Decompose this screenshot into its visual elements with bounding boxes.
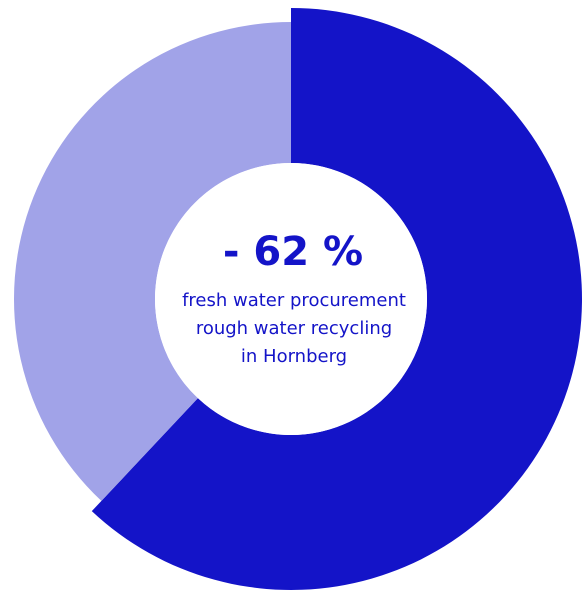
center-line: in Hornberg	[241, 346, 347, 367]
donut-slice	[14, 22, 292, 501]
center-line: rough water recycling	[196, 318, 392, 339]
donut-slice	[91, 8, 582, 590]
donut	[14, 8, 582, 590]
center-title: - 62 %	[223, 229, 363, 275]
center-line: fresh water procurement	[182, 290, 406, 311]
donut-hole	[155, 163, 427, 435]
